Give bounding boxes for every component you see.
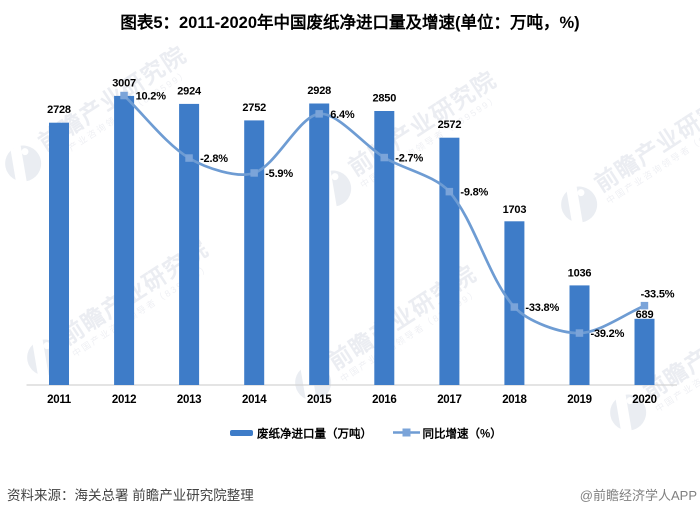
svg-text:2752: 2752 [242, 102, 266, 114]
svg-text:1703: 1703 [503, 204, 527, 216]
svg-text:-2.8%: -2.8% [200, 153, 228, 165]
svg-text:2020: 2020 [632, 394, 656, 406]
svg-text:2728: 2728 [47, 104, 71, 116]
svg-text:2012: 2012 [112, 394, 136, 406]
svg-text:-33.8%: -33.8% [525, 302, 559, 314]
svg-text:-33.5%: -33.5% [641, 289, 675, 301]
svg-text:2017: 2017 [437, 394, 461, 406]
svg-text:2011: 2011 [47, 394, 72, 406]
svg-text:-39.2%: -39.2% [591, 328, 625, 340]
svg-text:-5.9%: -5.9% [265, 168, 293, 180]
svg-text:6.4%: 6.4% [330, 109, 355, 121]
svg-text:2850: 2850 [372, 93, 396, 105]
svg-text:2018: 2018 [502, 394, 527, 406]
svg-text:2928: 2928 [307, 85, 331, 97]
svg-text:2014: 2014 [242, 394, 267, 406]
svg-text:689: 689 [636, 309, 654, 321]
svg-text:2015: 2015 [307, 394, 332, 406]
svg-text:3007: 3007 [112, 77, 136, 89]
svg-text:1036: 1036 [568, 267, 592, 279]
svg-text:10.2%: 10.2% [136, 91, 167, 103]
svg-text:2013: 2013 [177, 394, 201, 406]
svg-text:-9.8%: -9.8% [460, 187, 488, 199]
svg-text:-2.7%: -2.7% [395, 153, 423, 165]
svg-text:同比增速（%）: 同比增速（%） [423, 427, 502, 441]
svg-text:2019: 2019 [567, 394, 591, 406]
svg-text:2572: 2572 [438, 119, 462, 131]
svg-text:废纸净进口量（万吨）: 废纸净进口量（万吨） [257, 427, 372, 441]
svg-text:2016: 2016 [372, 394, 396, 406]
svg-text:2924: 2924 [177, 85, 202, 97]
